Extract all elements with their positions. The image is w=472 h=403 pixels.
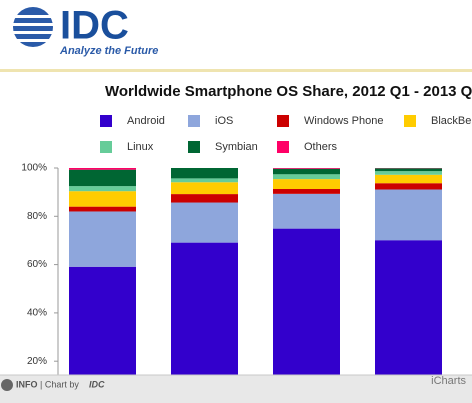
footer-bg (0, 375, 472, 403)
legend-label: Windows Phone (304, 115, 384, 127)
legend-swatch (277, 115, 289, 127)
y-tick-label: 100% (21, 163, 47, 174)
bar-segment (273, 193, 340, 229)
bar-segment (273, 168, 340, 169)
bar-segment (375, 171, 442, 175)
legend-swatch (100, 115, 112, 127)
info-icon[interactable] (1, 379, 13, 391)
y-tick-label: 60% (27, 259, 47, 270)
bar-segment (171, 168, 238, 179)
chart-by: | Chart by (40, 379, 79, 389)
legend-swatch (188, 141, 200, 153)
legend-swatch (277, 141, 289, 153)
bar-segment (273, 179, 340, 190)
chart-by-brand: IDC (89, 379, 105, 389)
legend-label: Linux (127, 141, 154, 153)
provider[interactable]: iCharts (431, 375, 466, 387)
legend-label: iOS (215, 115, 233, 127)
y-tick-label: 40% (27, 308, 47, 319)
header-bg (0, 0, 472, 70)
bar-segment (171, 182, 238, 195)
tagline: Analyze the Future (59, 45, 158, 57)
bar-segment (375, 174, 442, 184)
bar-segment (375, 168, 442, 172)
bar-segment (171, 178, 238, 183)
y-tick-label: 20% (27, 356, 47, 367)
bar-segment (273, 174, 340, 180)
bar-segment (69, 168, 136, 170)
bar-segment (69, 186, 136, 192)
header-rule (0, 69, 472, 72)
legend-label: Symbian (215, 141, 258, 153)
y-tick-label: 80% (27, 211, 47, 222)
bar-segment (273, 228, 340, 403)
info-label[interactable]: INFO (16, 379, 38, 389)
bar-segment (171, 194, 238, 203)
bar-segment (273, 189, 340, 194)
bar-segment (69, 191, 136, 207)
legend-swatch (100, 141, 112, 153)
legend-swatch (188, 115, 200, 127)
legend-label: BlackBerry (431, 115, 472, 127)
bar-segment (375, 189, 442, 241)
legend-label: Others (304, 141, 338, 153)
bar-segment (273, 168, 340, 175)
logo-text: IDC (60, 4, 129, 48)
bar-segment (69, 211, 136, 267)
chart-title: Worldwide Smartphone OS Share, 2012 Q1 -… (105, 83, 472, 100)
bar-segment (69, 169, 136, 187)
bar-segment (375, 183, 442, 190)
bar-segment (69, 206, 136, 212)
logo-globe (13, 7, 53, 47)
legend-swatch (404, 115, 416, 127)
bar-segment (171, 202, 238, 243)
legend-label: Android (127, 115, 165, 127)
